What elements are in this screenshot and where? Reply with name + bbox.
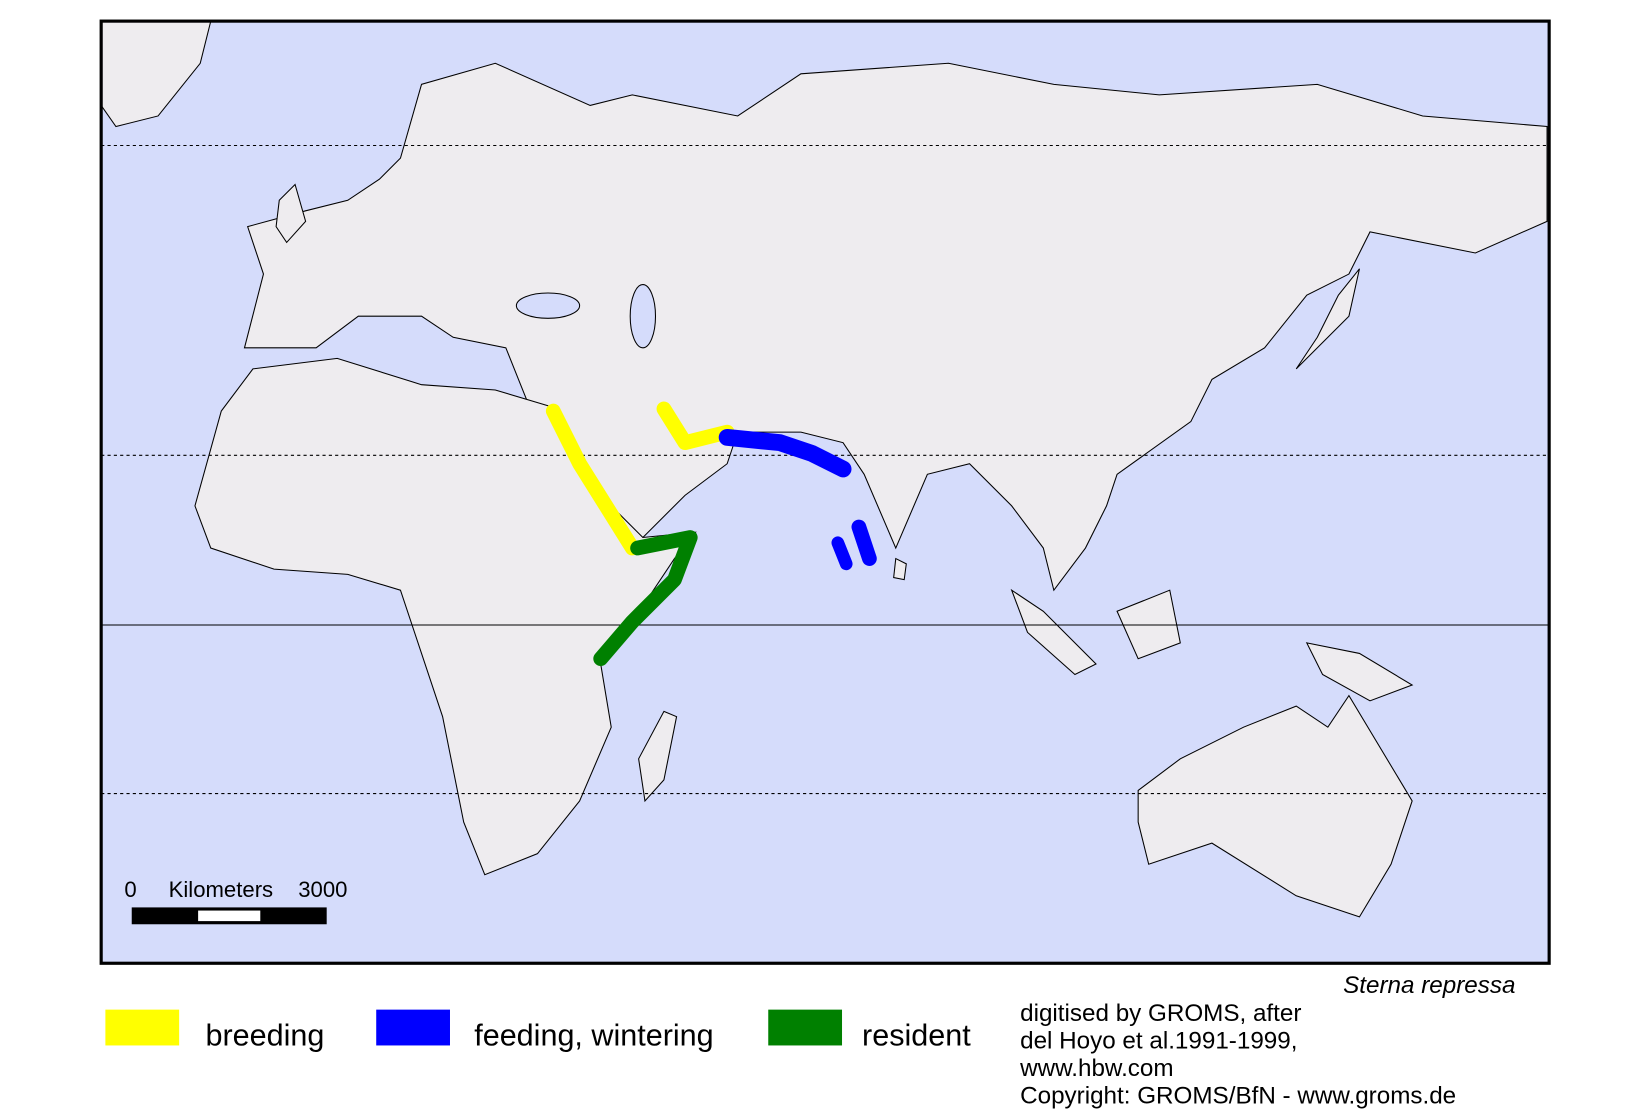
scale-start: 0 xyxy=(124,877,136,902)
legend-label: breeding xyxy=(206,1018,325,1052)
legend: breeding feeding, wintering resident xyxy=(105,1009,971,1052)
legend-label: feeding, wintering xyxy=(474,1018,713,1052)
breeding-range xyxy=(656,401,735,451)
sri-lanka xyxy=(893,557,907,581)
legend-label: resident xyxy=(862,1018,971,1052)
new-guinea xyxy=(1305,642,1414,702)
japan xyxy=(1295,268,1360,370)
breeding-range xyxy=(545,403,640,556)
scale-bar-segment xyxy=(198,910,261,922)
credit-line: www.hbw.com xyxy=(1019,1055,1173,1082)
feeding-range xyxy=(831,536,853,571)
credit-line: Copyright: GROMS/BfN - www.groms.de xyxy=(1020,1082,1456,1109)
legend-swatch xyxy=(376,1009,450,1046)
britain xyxy=(275,183,307,244)
credit-line: digitised by GROMS, after xyxy=(1020,1000,1301,1027)
caspian-sea xyxy=(629,284,657,349)
feeding-range xyxy=(851,519,877,566)
australia xyxy=(1137,694,1413,918)
black-sea xyxy=(515,292,581,319)
scale-end: 3000 xyxy=(298,877,347,902)
scale-unit: Kilometers xyxy=(169,877,274,902)
credit-line: del Hoyo et al.1991-1999, xyxy=(1020,1028,1297,1055)
resident-range xyxy=(593,530,698,667)
species-name: Sterna repressa xyxy=(1343,972,1515,999)
legend-swatch xyxy=(768,1009,843,1046)
legend-swatch xyxy=(105,1009,180,1046)
feeding-range xyxy=(718,428,852,478)
map: 0 Kilometers 3000 xyxy=(99,19,1551,965)
map-frame xyxy=(99,19,1551,965)
madagascar xyxy=(638,710,678,803)
